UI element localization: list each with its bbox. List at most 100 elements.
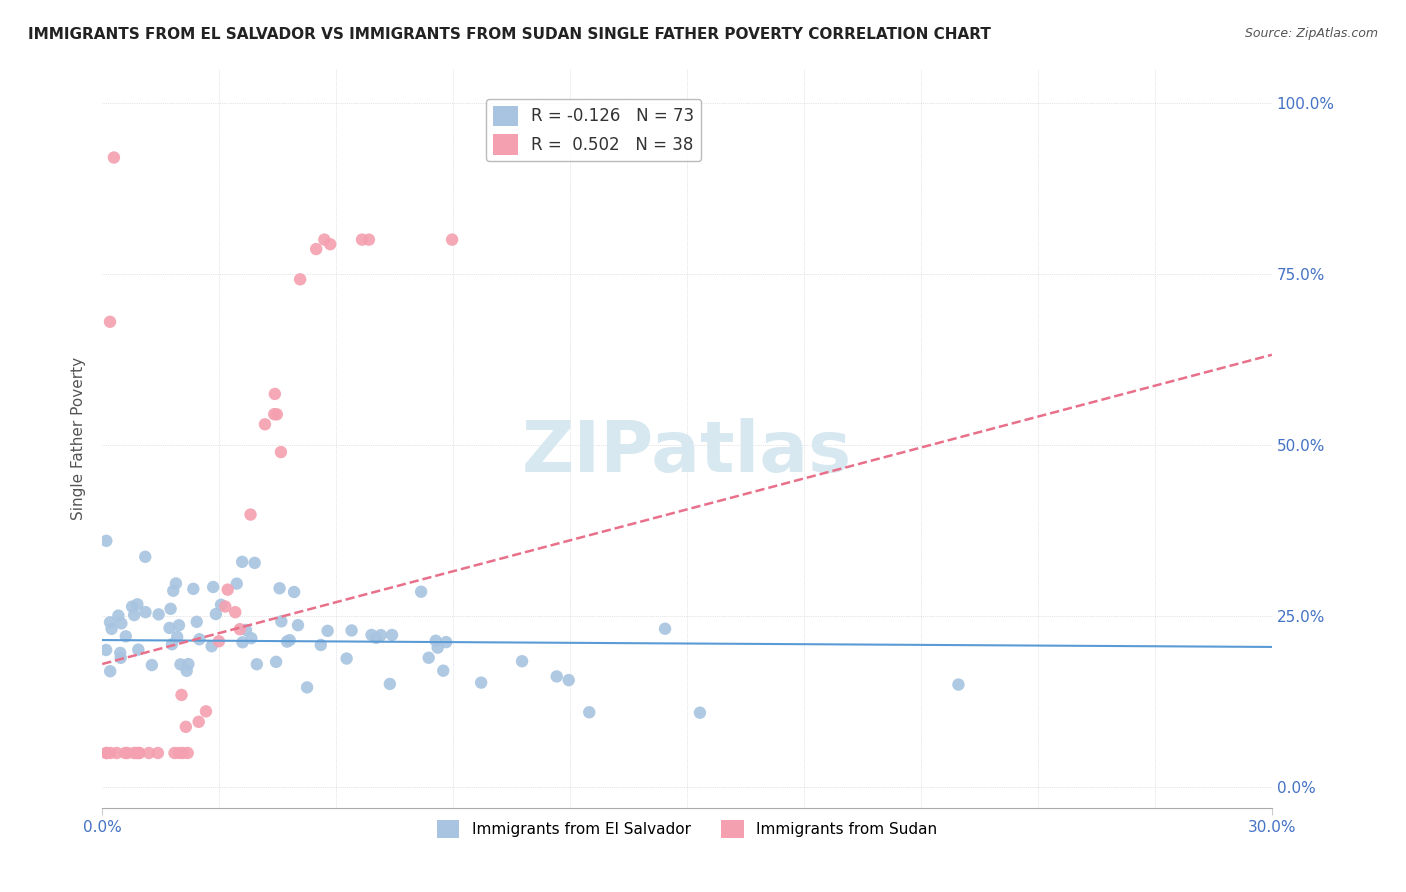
- Point: [159, 602, 181, 616]
- Point: [340, 624, 363, 638]
- Point: [441, 233, 464, 247]
- Point: [276, 634, 298, 648]
- Point: [366, 631, 388, 645]
- Point: [201, 639, 224, 653]
- Point: [117, 746, 139, 760]
- Point: [202, 580, 225, 594]
- Point: [305, 242, 328, 256]
- Point: [217, 582, 239, 597]
- Point: [434, 635, 457, 649]
- Point: [181, 582, 204, 596]
- Point: [194, 704, 217, 718]
- Point: [558, 673, 581, 687]
- Y-axis label: Single Father Poverty: Single Father Poverty: [72, 357, 86, 520]
- Point: [94, 643, 117, 657]
- Text: ZIPatlas: ZIPatlas: [522, 418, 852, 487]
- Point: [160, 637, 183, 651]
- Point: [127, 597, 149, 611]
- Point: [172, 746, 194, 760]
- Point: [266, 408, 288, 422]
- Point: [378, 677, 401, 691]
- Point: [163, 746, 186, 760]
- Point: [187, 714, 209, 729]
- Point: [309, 638, 332, 652]
- Point: [208, 634, 231, 648]
- Point: [263, 387, 285, 401]
- Point: [121, 599, 143, 614]
- Point: [177, 657, 200, 671]
- Point: [288, 272, 311, 286]
- Point: [134, 605, 156, 619]
- Point: [316, 624, 339, 638]
- Point: [370, 628, 392, 642]
- Point: [103, 151, 125, 165]
- Point: [128, 746, 150, 760]
- Point: [110, 651, 132, 665]
- Point: [243, 556, 266, 570]
- Point: [110, 616, 132, 631]
- Point: [287, 618, 309, 632]
- Point: [162, 583, 184, 598]
- Point: [246, 657, 269, 672]
- Point: [128, 746, 150, 760]
- Point: [411, 584, 433, 599]
- Point: [105, 746, 128, 760]
- Point: [100, 622, 122, 636]
- Point: [159, 621, 181, 635]
- Point: [107, 608, 129, 623]
- Point: [138, 746, 160, 760]
- Point: [188, 632, 211, 647]
- Point: [165, 576, 187, 591]
- Point: [314, 233, 336, 247]
- Point: [141, 658, 163, 673]
- Point: [122, 608, 145, 623]
- Point: [224, 605, 246, 619]
- Point: [96, 533, 118, 548]
- Point: [253, 417, 276, 432]
- Point: [278, 633, 301, 648]
- Point: [270, 445, 292, 459]
- Point: [432, 664, 454, 678]
- Point: [167, 618, 190, 632]
- Point: [470, 675, 492, 690]
- Point: [295, 681, 318, 695]
- Point: [948, 677, 970, 691]
- Point: [186, 615, 208, 629]
- Point: [231, 635, 253, 649]
- Point: [360, 628, 382, 642]
- Point: [114, 746, 136, 760]
- Point: [510, 654, 533, 668]
- Point: [240, 631, 263, 645]
- Point: [98, 315, 121, 329]
- Point: [96, 746, 118, 760]
- Point: [269, 582, 291, 596]
- Point: [170, 688, 193, 702]
- Point: [225, 576, 247, 591]
- Point: [283, 585, 305, 599]
- Point: [167, 746, 190, 760]
- Point: [122, 746, 145, 760]
- Point: [125, 746, 148, 760]
- Point: [654, 622, 676, 636]
- Point: [214, 599, 236, 614]
- Point: [381, 628, 404, 642]
- Point: [231, 555, 253, 569]
- Point: [689, 706, 711, 720]
- Point: [148, 607, 170, 622]
- Text: Source: ZipAtlas.com: Source: ZipAtlas.com: [1244, 27, 1378, 40]
- Point: [98, 665, 121, 679]
- Point: [239, 508, 262, 522]
- Point: [270, 615, 292, 629]
- Point: [546, 669, 568, 683]
- Point: [205, 607, 228, 621]
- Text: IMMIGRANTS FROM EL SALVADOR VS IMMIGRANTS FROM SUDAN SINGLE FATHER POVERTY CORRE: IMMIGRANTS FROM EL SALVADOR VS IMMIGRANT…: [28, 27, 991, 42]
- Point: [127, 642, 149, 657]
- Point: [336, 651, 359, 665]
- Point: [209, 598, 232, 612]
- Point: [134, 549, 156, 564]
- Point: [426, 640, 449, 655]
- Point: [174, 720, 197, 734]
- Point: [425, 633, 447, 648]
- Point: [96, 746, 118, 760]
- Point: [578, 706, 600, 720]
